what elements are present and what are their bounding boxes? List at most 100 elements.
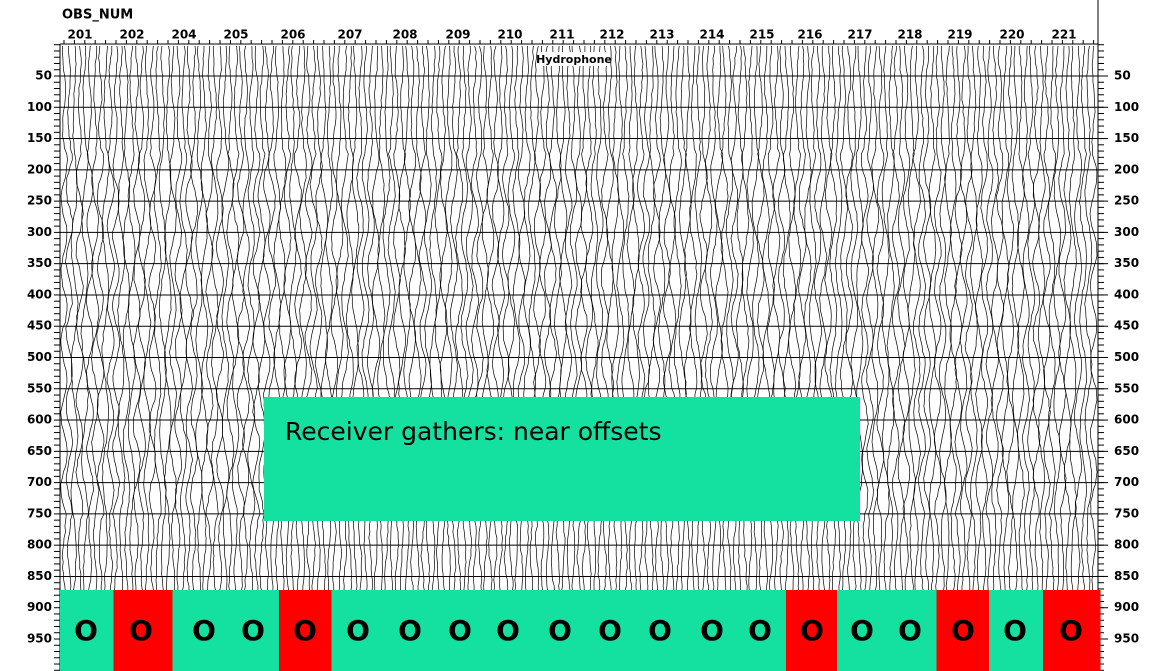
left-tick-label: 450	[27, 319, 52, 333]
trace	[1053, 45, 1062, 593]
right-tick-label: 350	[1114, 256, 1139, 270]
left-tick-label: 150	[27, 131, 52, 145]
right-tick-label: 750	[1114, 506, 1139, 520]
station-label: 202	[119, 28, 144, 42]
trace	[179, 45, 188, 593]
trace	[153, 45, 162, 593]
trace	[137, 45, 146, 593]
trace	[964, 46, 973, 592]
marker-label: O	[648, 614, 672, 647]
label-bg	[538, 52, 610, 66]
marker-label: O	[1059, 614, 1083, 647]
marker-cell	[837, 590, 887, 671]
right-tick-label: 850	[1114, 569, 1139, 583]
trace	[866, 45, 874, 593]
trace	[148, 45, 157, 593]
station-label: 212	[599, 28, 624, 42]
marker-cell	[331, 590, 385, 671]
trace	[1058, 45, 1067, 593]
right-tick-label: 800	[1114, 538, 1139, 552]
left-tick-label: 400	[27, 287, 52, 301]
right-tick-label: 650	[1114, 444, 1139, 458]
left-tick-label: 800	[27, 538, 52, 552]
marker-cell	[635, 590, 687, 671]
trace	[112, 45, 120, 593]
station-label: 206	[280, 28, 305, 42]
trace	[200, 45, 209, 593]
station-label: 221	[1051, 28, 1076, 42]
trace	[127, 45, 136, 592]
left-tick-label: 900	[27, 600, 52, 614]
right-tick-label: 400	[1114, 287, 1139, 301]
trace	[205, 45, 214, 592]
trace	[959, 45, 968, 593]
right-tick-label: 600	[1114, 413, 1139, 427]
trace	[907, 45, 916, 593]
trace	[1089, 45, 1098, 593]
marker-label: O	[129, 614, 153, 647]
left-tick-label: 650	[27, 444, 52, 458]
trace	[923, 45, 932, 593]
trace	[891, 45, 901, 593]
marker-cell	[1043, 590, 1101, 671]
left-tick-label: 100	[27, 100, 52, 114]
trace	[143, 45, 152, 593]
marker-label: O	[1003, 614, 1027, 647]
trace	[897, 45, 906, 593]
marker-label: O	[241, 614, 265, 647]
station-label: 205	[223, 28, 248, 42]
trace	[215, 45, 224, 593]
marker-cell	[585, 590, 636, 671]
left-tick-label: 850	[27, 569, 52, 583]
right-tick-label: 900	[1114, 600, 1139, 614]
marker-label: O	[898, 614, 922, 647]
marker-cell	[228, 590, 280, 671]
annotation-box	[264, 397, 860, 521]
marker-label: O	[700, 614, 724, 647]
station-label: 208	[392, 28, 417, 42]
station-label: 204	[171, 28, 196, 42]
grid	[54, 40, 1108, 671]
station-label: 211	[549, 28, 574, 42]
station-label: 207	[337, 28, 362, 42]
trace	[236, 45, 245, 593]
marker-label: O	[448, 614, 472, 647]
station-label: 209	[445, 28, 470, 42]
trace	[70, 45, 79, 593]
trace	[1043, 45, 1051, 593]
right-tick-label: 300	[1114, 225, 1139, 239]
marker-label: O	[346, 614, 370, 647]
trace	[1011, 45, 1020, 593]
trace	[117, 45, 126, 593]
trace	[75, 45, 84, 593]
trace	[106, 46, 115, 593]
trace	[158, 45, 167, 593]
right-tick-label: 250	[1114, 194, 1139, 208]
station-label: 220	[999, 28, 1024, 42]
right-tick-label: 450	[1114, 319, 1139, 333]
trace	[231, 45, 240, 593]
marker-label: O	[398, 614, 422, 647]
station-label: 201	[67, 28, 92, 42]
marker-cell	[736, 590, 787, 671]
trace	[886, 45, 895, 593]
marker-label: O	[850, 614, 874, 647]
marker-cell	[435, 590, 485, 671]
marker-cell	[60, 590, 114, 671]
component-label: Hydrophone	[536, 53, 612, 66]
trace	[86, 45, 95, 593]
trace	[91, 46, 100, 593]
left-tick-label: 300	[27, 225, 52, 239]
trace	[980, 45, 989, 593]
station-label: 219	[947, 28, 972, 42]
marker-cell	[384, 590, 436, 671]
trace	[174, 45, 183, 593]
marker-cell	[172, 590, 229, 671]
trace	[881, 45, 890, 593]
trace	[247, 45, 256, 593]
marker-cell	[936, 590, 990, 671]
station-label: 214	[699, 28, 724, 42]
trace	[1048, 45, 1056, 593]
trace	[1074, 45, 1083, 593]
